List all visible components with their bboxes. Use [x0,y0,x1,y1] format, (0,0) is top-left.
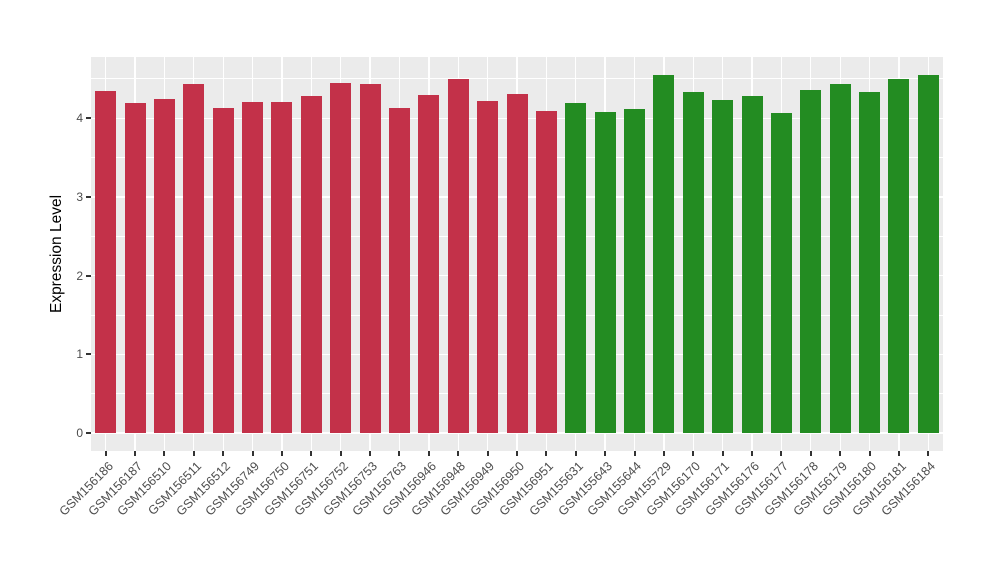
y-tick-label: 3 [76,189,83,204]
x-tick-mark [868,451,871,456]
x-tick-mark [192,451,195,456]
x-tick-mark [251,451,254,456]
x-tick-mark [721,451,724,456]
bar-GSM156184 [917,74,939,434]
bar-GSM156750 [271,102,293,434]
x-tick-mark [457,451,460,456]
bar-GSM156179 [829,84,851,434]
bar-GSM155729 [653,74,675,434]
bar-GSM156178 [800,89,822,434]
bar-GSM156946 [418,94,440,434]
x-tick-mark [692,451,695,456]
x-tick-mark [897,451,900,456]
x-tick-mark [604,451,607,456]
x-tick-mark [104,451,107,456]
y-axis-title: Expression Level [48,194,65,314]
x-tick-mark [310,451,313,456]
y-tick-mark [86,117,91,120]
x-tick-mark [398,451,401,456]
x-tick-mark [134,451,137,456]
bar-GSM156181 [888,78,910,434]
bar-GSM156752 [330,82,352,434]
x-tick-mark [574,451,577,456]
x-tick-mark [222,451,225,456]
y-tick-mark [86,353,91,356]
y-tick-label: 4 [76,111,83,126]
x-tick-mark [163,451,166,456]
bar-GSM156186 [95,91,117,434]
x-tick-mark [839,451,842,456]
bar-GSM156749 [242,102,264,434]
bar-GSM156176 [741,96,763,434]
bar-GSM156170 [682,92,704,434]
y-tick-label: 2 [76,268,83,283]
y-tick-label: 1 [76,347,83,362]
bar-GSM156949 [477,100,499,434]
bar-GSM156763 [388,107,410,434]
x-tick-mark [486,451,489,456]
bar-GSM156951 [535,111,557,434]
x-tick-mark [427,451,430,456]
x-tick-mark [280,451,283,456]
bar-GSM156753 [359,84,381,434]
bar-GSM156177 [770,112,792,434]
bar-GSM156180 [859,92,881,434]
x-tick-mark [780,451,783,456]
bar-GSM156512 [212,107,234,434]
x-tick-mark [927,451,930,456]
bar-GSM155643 [594,111,616,434]
x-tick-mark [633,451,636,456]
plot-panel [91,57,943,451]
x-tick-mark [369,451,372,456]
bar-GSM155644 [624,108,646,434]
x-tick-mark [809,451,812,456]
bar-GSM156948 [447,78,469,434]
bar-GSM156751 [300,96,322,434]
x-tick-mark [662,451,665,456]
bar-GSM156510 [153,99,175,434]
y-tick-mark [86,274,91,277]
y-tick-label: 0 [76,426,83,441]
x-tick-mark [751,451,754,456]
bar-GSM156171 [712,100,734,434]
bar-GSM155631 [565,103,587,434]
x-tick-mark [545,451,548,456]
x-tick-mark [516,451,518,456]
y-tick-mark [86,195,91,198]
bar-GSM156950 [506,93,528,434]
y-tick-mark [86,432,91,435]
bar-GSM156511 [183,84,205,434]
bar-GSM156187 [124,103,146,434]
x-tick-mark [339,451,342,456]
